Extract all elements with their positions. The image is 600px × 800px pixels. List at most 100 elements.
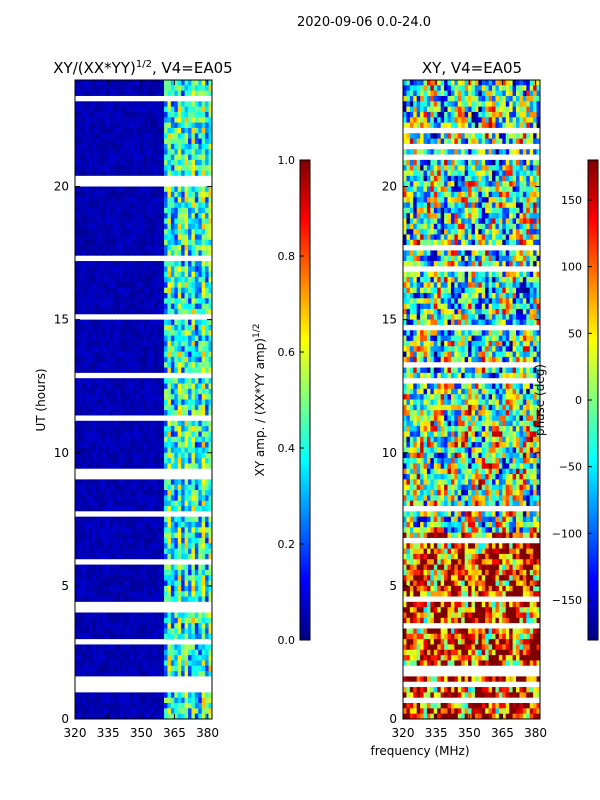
heatmap-cell (112, 490, 117, 496)
heatmap-cell (167, 186, 172, 193)
heatmap-cell (126, 585, 131, 592)
heatmap-cell (174, 383, 179, 390)
heatmap-cell (85, 671, 90, 677)
heatmap-cell (75, 623, 79, 629)
heatmap-cell (188, 255, 192, 262)
heatmap-cell (160, 671, 165, 677)
heatmap-cell (146, 601, 151, 608)
heatmap-cell (129, 111, 134, 118)
heatmap-cell (126, 447, 131, 454)
heatmap-cell (150, 633, 155, 640)
heatmap-cell (188, 378, 192, 384)
heatmap-cell (85, 463, 90, 470)
heatmap-cell (201, 356, 206, 363)
heatmap-cell (122, 261, 127, 267)
colorbar-tick-label: 0.0 (278, 634, 296, 647)
heatmap-cell (126, 506, 131, 512)
heatmap-cell (201, 239, 206, 246)
heatmap-cell (78, 708, 83, 715)
heatmap-cell (150, 474, 155, 480)
heatmap-cell (167, 319, 172, 326)
heatmap-cell (143, 122, 148, 129)
heatmap-cell (177, 287, 182, 294)
heatmap-cell (181, 372, 185, 379)
heatmap-cell (136, 665, 141, 672)
heatmap-cell (198, 537, 203, 544)
heatmap-cell (133, 415, 138, 422)
heatmap-cell (112, 80, 117, 86)
heatmap-cell (536, 90, 541, 97)
heatmap-cell (160, 335, 165, 342)
heatmap-cell (188, 143, 192, 150)
heatmap-cell (140, 388, 144, 395)
heatmap-cell (188, 708, 192, 715)
heatmap-cell (143, 676, 148, 683)
heatmap-cell (194, 191, 199, 198)
heatmap-cell (174, 117, 179, 124)
heatmap-cell (78, 378, 83, 384)
heatmap-cell (188, 697, 192, 704)
heatmap-cell (109, 181, 114, 187)
heatmap-cell (122, 330, 127, 336)
heatmap-cell (116, 527, 120, 534)
heatmap-cell (201, 175, 206, 182)
heatmap-cell (160, 601, 165, 608)
heatmap-cell (150, 703, 155, 709)
heatmap-cell (191, 335, 196, 342)
heatmap-cell (109, 468, 114, 475)
heatmap-cell (170, 442, 175, 448)
heatmap-cell (85, 324, 90, 331)
heatmap-cell (109, 282, 114, 289)
heatmap-cell (112, 474, 117, 480)
heatmap-cell (146, 266, 151, 273)
heatmap-cell (146, 378, 151, 384)
heatmap-cell (167, 175, 172, 182)
heatmap-cell (201, 458, 206, 464)
heatmap-cell (81, 207, 86, 214)
heatmap-cell (143, 319, 148, 326)
heatmap-cell (92, 426, 96, 432)
heatmap-cell (133, 239, 138, 246)
heatmap-cell (153, 676, 158, 683)
heatmap-cell (105, 537, 110, 544)
heatmap-cell (95, 250, 100, 257)
heatmap-cell (105, 474, 110, 480)
heatmap-cell (75, 165, 79, 171)
heatmap-cell (208, 687, 213, 693)
heatmap-cell (75, 159, 79, 166)
heatmap-cell (85, 569, 90, 576)
heatmap-cell (81, 495, 86, 502)
heatmap-cell (136, 362, 141, 368)
heatmap-cell (136, 671, 141, 677)
heatmap-cell (146, 90, 151, 97)
heatmap-cell (498, 90, 503, 97)
heatmap-cell (116, 452, 120, 459)
heatmap-cell (102, 639, 107, 645)
heatmap-cell (92, 543, 96, 550)
heatmap-cell (146, 80, 151, 86)
heatmap-cell (201, 143, 206, 150)
heatmap-cell (98, 458, 103, 464)
heatmap-cell (112, 191, 117, 198)
heatmap-cell (119, 585, 124, 592)
heatmap-cell (188, 90, 192, 97)
heatmap-cell (105, 495, 110, 502)
heatmap-cell (78, 447, 83, 454)
heatmap-cell (194, 676, 199, 683)
heatmap-cell (167, 372, 172, 379)
heatmap-cell (105, 639, 110, 645)
heatmap-cell (146, 458, 151, 464)
heatmap-cell (143, 521, 148, 528)
heatmap-cell (95, 447, 100, 454)
heatmap-cell (136, 191, 141, 198)
heatmap-cell (157, 324, 162, 331)
heatmap-cell (167, 564, 172, 571)
heatmap-cell (188, 410, 192, 416)
heatmap-cell (88, 580, 93, 587)
heatmap-cell (184, 692, 189, 699)
heatmap-cell (109, 665, 114, 672)
heatmap-cell (81, 447, 86, 454)
heatmap-cell (98, 165, 103, 171)
heatmap-cell (75, 85, 79, 92)
heatmap-cell (98, 149, 103, 155)
